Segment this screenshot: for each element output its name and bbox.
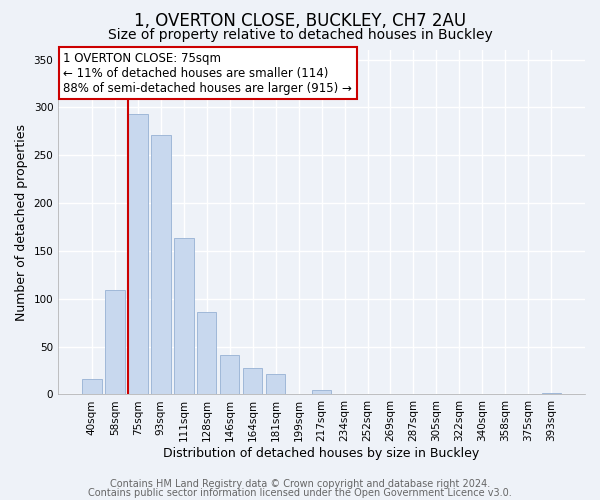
Bar (542, 392, 561, 394)
Bar (174, 238, 194, 394)
Y-axis label: Number of detached properties: Number of detached properties (15, 124, 28, 320)
Bar (105, 290, 125, 395)
Text: 1 OVERTON CLOSE: 75sqm
← 11% of detached houses are smaller (114)
88% of semi-de: 1 OVERTON CLOSE: 75sqm ← 11% of detached… (64, 52, 352, 94)
Bar (266, 374, 286, 394)
Text: Contains HM Land Registry data © Crown copyright and database right 2024.: Contains HM Land Registry data © Crown c… (110, 479, 490, 489)
Bar (243, 368, 262, 394)
Bar (312, 390, 331, 394)
Bar (220, 355, 239, 395)
Text: 1, OVERTON CLOSE, BUCKLEY, CH7 2AU: 1, OVERTON CLOSE, BUCKLEY, CH7 2AU (134, 12, 466, 30)
Bar (128, 114, 148, 394)
Text: Size of property relative to detached houses in Buckley: Size of property relative to detached ho… (107, 28, 493, 42)
Bar (151, 135, 170, 394)
Bar (82, 379, 101, 394)
X-axis label: Distribution of detached houses by size in Buckley: Distribution of detached houses by size … (163, 447, 480, 460)
Text: Contains public sector information licensed under the Open Government Licence v3: Contains public sector information licen… (88, 488, 512, 498)
Bar (197, 312, 217, 394)
